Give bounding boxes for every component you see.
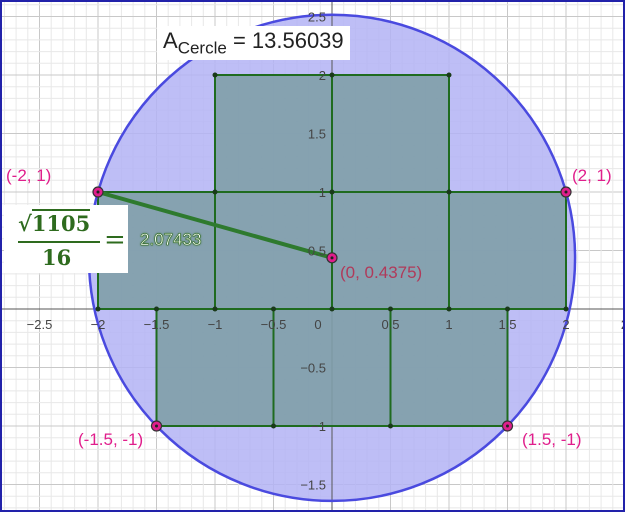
vertex-point [329, 72, 335, 78]
x-tick-label: 2 [562, 317, 569, 332]
vertex-point [446, 306, 452, 312]
point-center [330, 256, 334, 260]
vertex-point [271, 423, 276, 429]
vertex-point [154, 306, 159, 312]
vertex-point [388, 423, 393, 429]
square-polygon [214, 74, 333, 193]
vertex-point [95, 306, 101, 312]
circle-area-label[interactable]: ACercle = 13.56039 [157, 26, 350, 61]
vertex-point [388, 306, 393, 312]
area-subscript: Cercle [177, 38, 227, 58]
point-center [564, 190, 568, 194]
vertex-point [329, 189, 335, 195]
square-polygon [331, 74, 450, 193]
segment-length-label[interactable]: 2.07433 [140, 230, 202, 250]
x-tick-label: 2 [621, 317, 625, 332]
point-center [96, 190, 100, 194]
vertex-point [446, 72, 452, 78]
x-tick-label: −1 [208, 317, 223, 332]
point-label-b: (2, 1) [572, 166, 612, 185]
x-tick-label: −2 [91, 317, 106, 332]
formula-equals: = [104, 225, 126, 255]
x-tick-label: −2.5 [27, 317, 53, 332]
point-label-center: (0, 0.4375) [340, 263, 423, 282]
x-tick-label: 1 [445, 317, 452, 332]
radius-segment [97, 190, 333, 260]
area-symbol: A [163, 28, 178, 53]
square-polygon [331, 191, 450, 310]
x-tick-label: −0.5 [261, 317, 287, 332]
y-tick-label: 1 [319, 185, 326, 200]
point-center [155, 424, 158, 428]
vertex-point [563, 306, 569, 312]
x-tick-label: −1.5 [144, 317, 170, 332]
vertex-point [446, 189, 452, 195]
y-tick-label: 0.5 [308, 244, 326, 259]
y-tick-label: −0.5 [300, 361, 326, 376]
point-center [506, 424, 509, 428]
vertex-point [505, 306, 510, 312]
y-tick-label: −1 [311, 419, 326, 434]
vertex-point [212, 72, 218, 78]
vertex-point [329, 306, 335, 312]
square-polygon [448, 191, 567, 310]
x-tick-label: 0.5 [381, 317, 399, 332]
y-tick-label: 2.5 [308, 10, 326, 25]
area-value: = 13.56039 [232, 28, 344, 53]
formula-denominator: 16 [42, 245, 72, 270]
y-tick-label: 1.5 [308, 127, 326, 142]
vertex-point [271, 306, 276, 312]
fraction-bar [18, 241, 100, 243]
point-label-d: (1.5, -1) [522, 430, 582, 449]
radicand: 1105 [31, 209, 91, 236]
vertex-point [212, 189, 218, 195]
y-tick-label: 2 [319, 68, 326, 83]
x-tick-label: 0 [314, 317, 321, 332]
point-label-c: (-1.5, -1) [78, 430, 144, 449]
formula-numerator: √1105 [18, 209, 91, 236]
square-polygon [272, 308, 392, 427]
y-tick-label: −1.5 [300, 478, 326, 493]
radius-formula[interactable]: √1105 16 = [4, 205, 128, 273]
vertex-point [212, 306, 218, 312]
point-label-a: (-2, 1) [6, 166, 52, 185]
x-tick-label: 1.5 [498, 317, 516, 332]
square-polygon [389, 308, 509, 427]
